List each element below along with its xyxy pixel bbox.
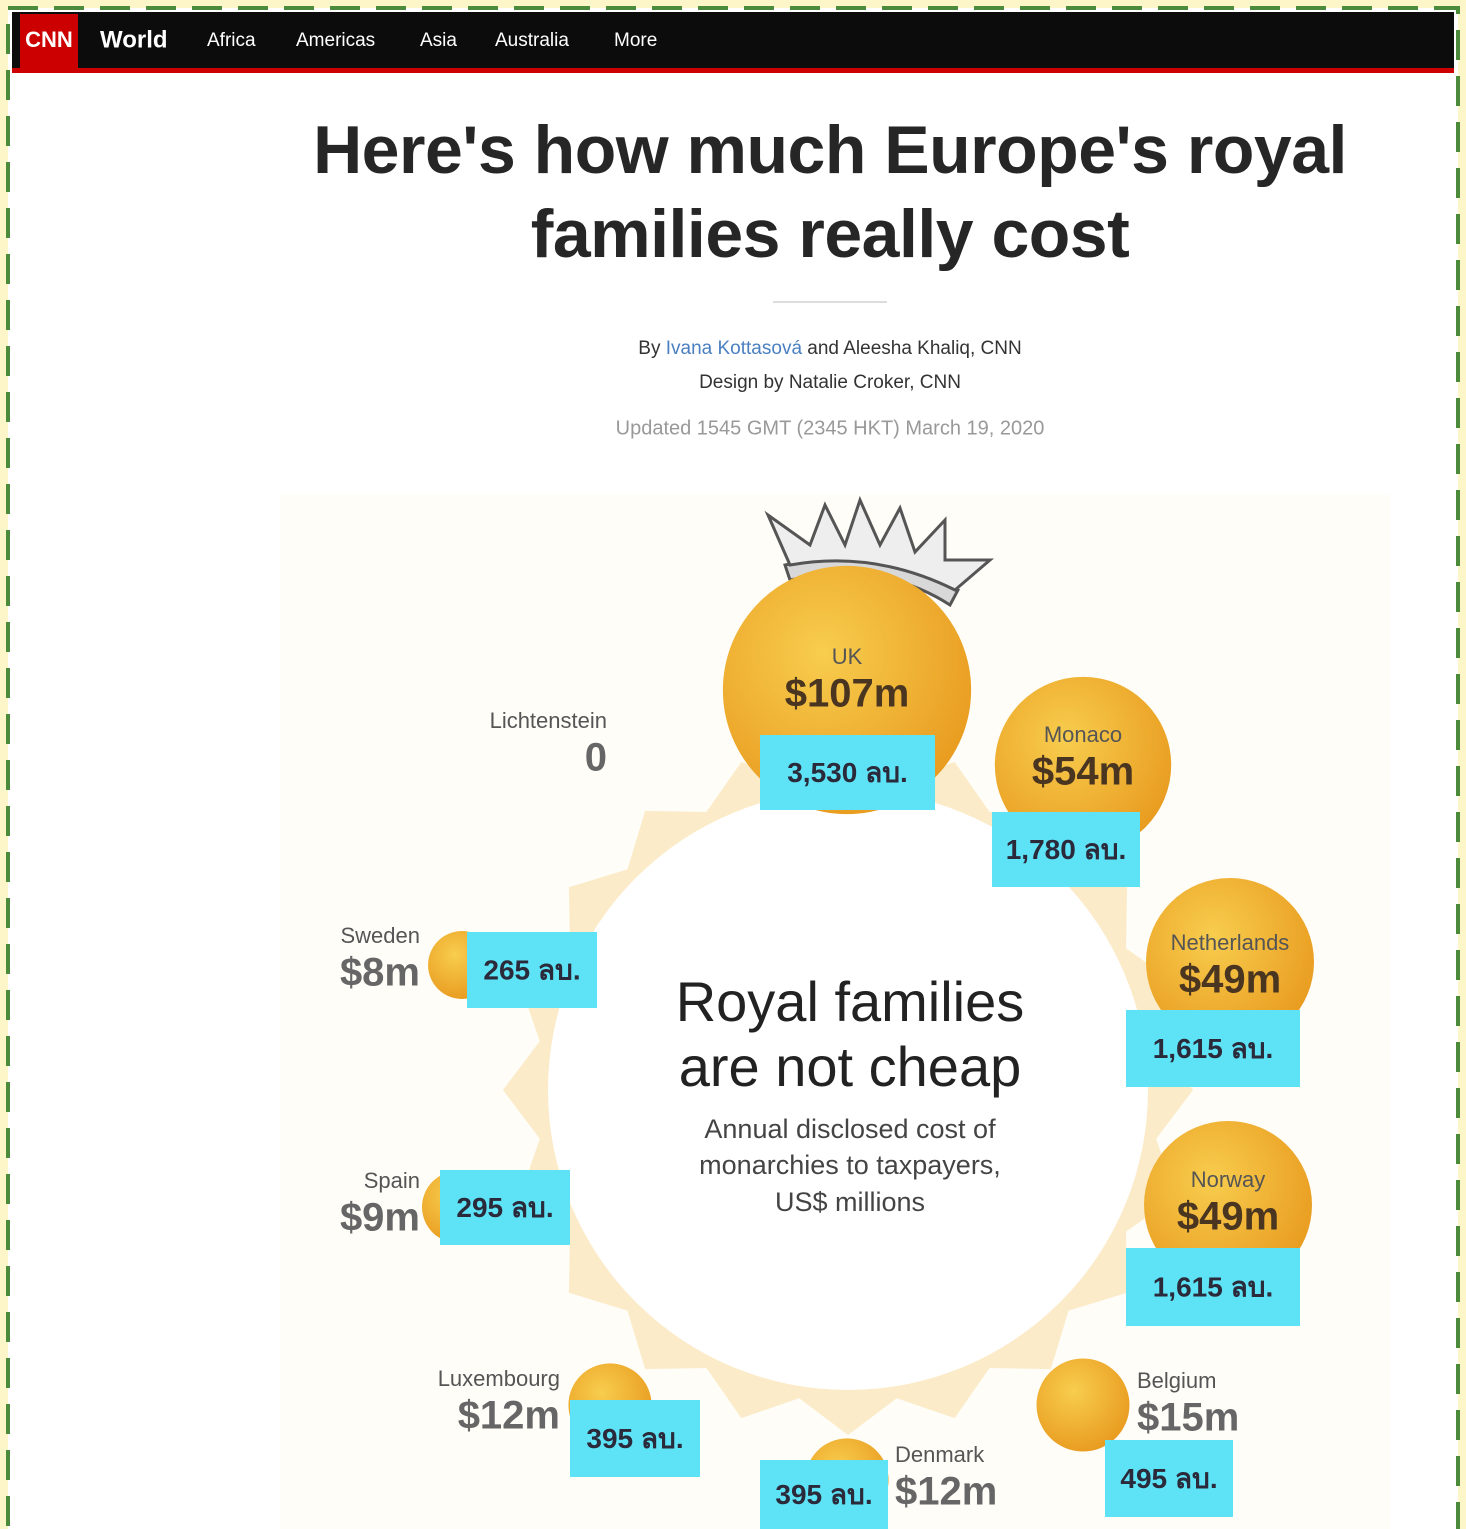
annotation: 3,530 ลบ. [787, 757, 908, 788]
updated: Updated 1545 GMT (2345 HKT) March 19, 20… [616, 417, 1045, 439]
annotation-box [570, 1400, 700, 1477]
annotation-box [760, 735, 935, 810]
value-label: $12m [458, 1394, 560, 1438]
value-label: $107m [785, 672, 910, 716]
value-label: $9m [340, 1196, 420, 1240]
annotation: 265 ลบ. [483, 954, 580, 985]
chart-subtitle: Annual disclosed cost of [704, 1114, 996, 1144]
chart-title: Royal families [676, 970, 1025, 1033]
byline: By Ivana Kottasová and Aleesha Khaliq, C… [638, 338, 1021, 359]
chart-subtitle: monarchies to taxpayers, [699, 1150, 1001, 1180]
country-label: UK [832, 644, 863, 669]
country-label: Spain [364, 1168, 420, 1193]
annotation-box [1105, 1440, 1233, 1517]
annotation: 1,615 ลบ. [1153, 1033, 1274, 1064]
value-label: $49m [1177, 1195, 1279, 1239]
value-label: $49m [1179, 958, 1281, 1002]
annotation-box [992, 812, 1140, 887]
nav-link[interactable]: More [614, 30, 657, 51]
nav-section[interactable]: World [100, 26, 168, 53]
author-link[interactable]: Ivana Kottasová [666, 338, 803, 359]
bubble [1146, 878, 1314, 1046]
nav-bar [12, 12, 1454, 70]
bubble [994, 676, 1172, 854]
ring-inner [548, 790, 1148, 1390]
annotation: 1,615 ลบ. [1153, 1271, 1274, 1302]
country-label: Monaco [1044, 722, 1122, 747]
annotation-box [760, 1460, 888, 1529]
bubble [1144, 1121, 1312, 1289]
design-credit: Design by Natalie Croker, CNN [699, 372, 961, 393]
annotation: 495 ลบ. [1120, 1463, 1217, 1494]
logo-box[interactable] [20, 14, 78, 68]
chart-subtitle: US$ millions [775, 1187, 925, 1217]
headline: Here's how much Europe's royal families … [313, 112, 1347, 272]
logo[interactable]: CNN [25, 27, 73, 52]
value-label: $12m [895, 1470, 997, 1514]
country-label: Netherlands [1171, 930, 1290, 955]
nav-link[interactable]: Australia [495, 30, 569, 51]
nav-rule [12, 68, 1454, 73]
country-label: Sweden [340, 923, 420, 948]
value-label: $54m [1032, 750, 1134, 794]
value-label: $15m [1137, 1396, 1239, 1440]
country-label: Belgium [1137, 1368, 1216, 1393]
nav-link[interactable]: Africa [207, 30, 256, 51]
annotation: 395 ลบ. [775, 1479, 872, 1510]
annotation-box [1126, 1010, 1300, 1087]
annotation: 295 ลบ. [456, 1192, 553, 1223]
annotation-box [1126, 1248, 1300, 1326]
value-label: $8m [340, 951, 420, 995]
bubble [1036, 1358, 1130, 1452]
annotation-box [467, 932, 597, 1008]
country-label: Lichtenstein [490, 708, 607, 733]
country-label: Luxembourg [438, 1366, 560, 1391]
country-label: Norway [1191, 1167, 1266, 1192]
annotation: 1,780 ลบ. [1006, 834, 1127, 865]
chart-title: are not cheap [679, 1035, 1021, 1098]
annotation: 395 ลบ. [586, 1423, 683, 1454]
nav-link[interactable]: Americas [296, 30, 375, 51]
value-label: 0 [585, 736, 607, 780]
country-label: Denmark [895, 1442, 985, 1467]
annotation-box [440, 1170, 570, 1245]
nav-link[interactable]: Asia [420, 30, 457, 51]
